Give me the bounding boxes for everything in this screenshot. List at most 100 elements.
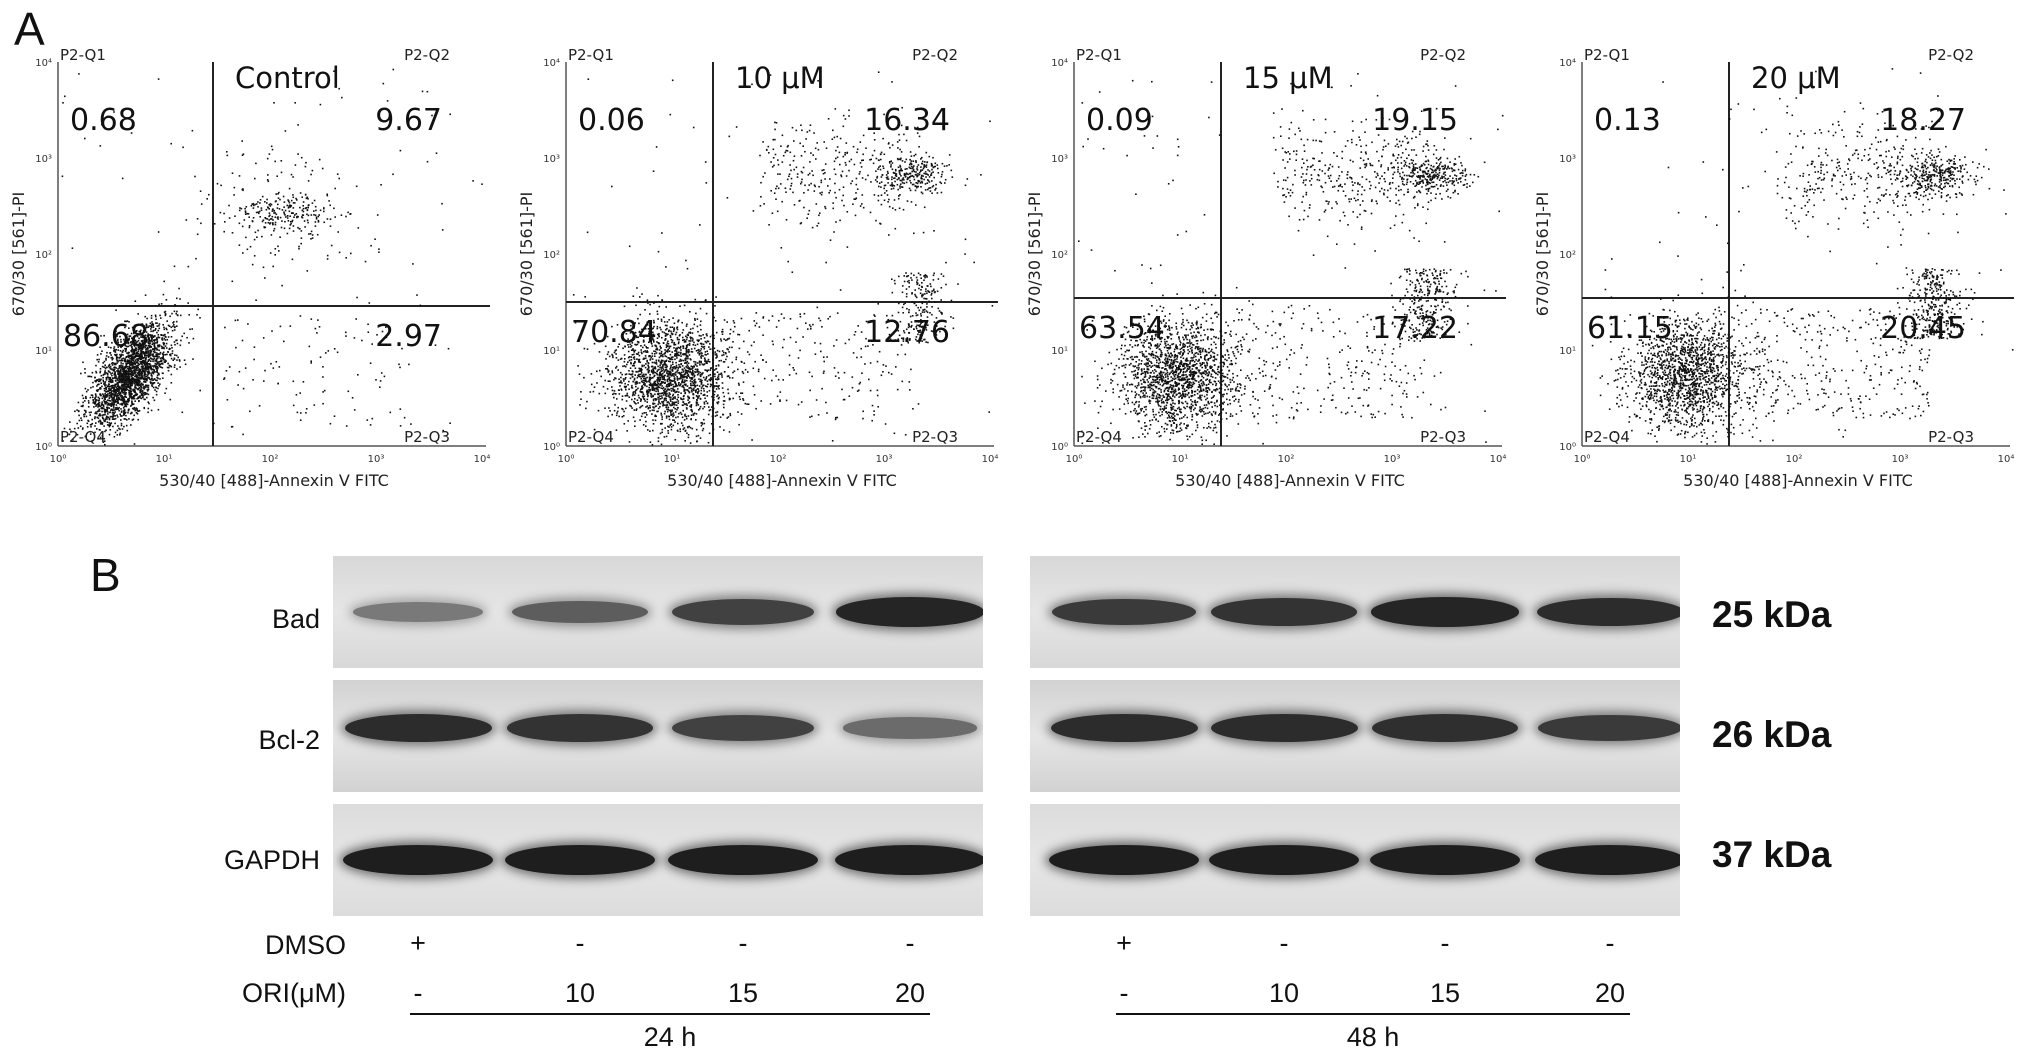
quadrant-percent-q2: 18.27: [1880, 103, 1966, 138]
x-tick-label: 10¹: [664, 454, 681, 465]
quadrant-percent-q3: 12.76: [864, 315, 950, 350]
flow-plot-svg: P2-Q1 P2-Q2 P2-Q4 P2-Q3 0.68 9.67 86.68 2.97 Con…: [9, 46, 490, 490]
quadrant-percent-q1: 0.06: [578, 103, 645, 138]
quadrant-label-q1: P2-Q1: [568, 46, 614, 64]
x-tick-label: 10⁴: [982, 454, 999, 465]
quadrant-label-q3: P2-Q3: [1420, 428, 1466, 446]
band: [1211, 598, 1357, 626]
quadrant-label-q1: P2-Q1: [1584, 46, 1630, 64]
protein-label-bad: Bad: [271, 604, 320, 634]
y-tick-label: 10⁴: [35, 58, 52, 69]
band: [668, 845, 818, 875]
band: [1049, 845, 1199, 875]
condition-label: Control: [235, 61, 340, 95]
dmso-value: -: [1279, 928, 1289, 958]
event-dots: [1591, 68, 2014, 445]
y-tick-label: 10⁰: [1559, 442, 1576, 453]
kda-label-bad: 25 kDa: [1712, 594, 1832, 635]
band: [352, 602, 484, 622]
x-tick-label: 10¹: [1680, 454, 1697, 465]
dmso-value: -: [575, 928, 585, 958]
flow-plot-svg: P2-Q1 P2-Q2 P2-Q4 P2-Q3 0.13 18.27 61.15 20.45 2…: [1533, 46, 2014, 490]
quadrant-percent-q2: 9.67: [375, 103, 442, 138]
flow-plot-svg: P2-Q1 P2-Q2 P2-Q4 P2-Q3 0.06 16.34 70.84 12.76 1…: [517, 46, 999, 490]
quadrant-label-q3: P2-Q3: [912, 428, 958, 446]
event-dots: [572, 71, 994, 446]
quadrant-percent-q4: 70.84: [571, 315, 657, 350]
ori-value: 10: [564, 978, 596, 1008]
band: [1535, 845, 1680, 875]
x-tick-label: 10⁴: [1490, 454, 1507, 465]
dmso-value: -: [738, 928, 748, 958]
band: [1536, 597, 1680, 627]
group-underline: [1116, 1013, 1630, 1015]
band: [1050, 713, 1198, 743]
y-tick-label: 10⁴: [543, 58, 560, 69]
flow-plot-3: P2-Q1 P2-Q2 P2-Q4 P2-Q3 0.09 19.15 63.54 17.22 1…: [1016, 0, 1512, 500]
band: [507, 714, 653, 742]
ori-value: 20: [1594, 978, 1626, 1008]
y-tick-label: 10⁴: [1559, 58, 1576, 69]
ori-value: 15: [1429, 978, 1461, 1008]
quadrant-percent-q4: 63.54: [1079, 311, 1165, 346]
blot-gapdh-48h: [1030, 804, 1680, 916]
flow-plot-4: P2-Q1 P2-Q2 P2-Q4 P2-Q3 0.13 18.27 61.15 20.45 2…: [1524, 0, 2020, 500]
x-tick-label: 10¹: [1172, 454, 1189, 465]
band: [671, 599, 815, 625]
blot-bcl2-24h: [333, 680, 983, 792]
quadrant-percent-q1: 0.13: [1594, 103, 1661, 138]
y-tick-label: 10¹: [543, 346, 560, 357]
protein-label-gapdh: GAPDH: [223, 845, 320, 875]
quadrant-label-q2: P2-Q2: [912, 46, 958, 64]
panel-b-letter: B: [90, 549, 121, 601]
x-tick-label: 10³: [368, 454, 385, 465]
flow-plot-1: P2-Q1 P2-Q2 P2-Q4 P2-Q3 0.68 9.67 86.68 2.97 Con…: [0, 0, 496, 500]
dmso-value: -: [905, 928, 915, 958]
flow-plot-svg: P2-Q1 P2-Q2 P2-Q4 P2-Q3 0.09 19.15 63.54 17.22 1…: [1025, 46, 1507, 490]
y-axis-label: 670/30 [561]-PI: [1025, 192, 1044, 317]
dmso-value: -: [1440, 928, 1450, 958]
row-label-ori: ORI(μM): [241, 978, 346, 1008]
event-dots: [61, 68, 483, 446]
quadrant-label-q4: P2-Q4: [60, 428, 106, 446]
quadrant-label-q2: P2-Q2: [1420, 46, 1466, 64]
quadrant-percent-q3: 20.45: [1880, 311, 1966, 346]
y-axis-label: 670/30 [561]-PI: [9, 192, 28, 317]
x-tick-label: 10²: [262, 454, 279, 465]
quadrant-percent-q4: 61.15: [1587, 311, 1673, 346]
condition-label: 15 μM: [1243, 61, 1333, 95]
quadrant-label-q1: P2-Q1: [60, 46, 106, 64]
flow-plot-2: P2-Q1 P2-Q2 P2-Q4 P2-Q3 0.06 16.34 70.84 12.76 1…: [508, 0, 1004, 500]
quadrant-label-q2: P2-Q2: [1928, 46, 1974, 64]
y-tick-label: 10⁴: [1051, 58, 1068, 69]
quadrant-label-q4: P2-Q4: [1076, 428, 1122, 446]
quadrant-percent-q1: 0.68: [70, 103, 137, 138]
x-tick-label: 10⁰: [1066, 454, 1083, 465]
dmso-value: -: [1605, 928, 1615, 958]
band: [343, 845, 493, 875]
y-tick-label: 10⁰: [1051, 442, 1068, 453]
y-tick-label: 10³: [1559, 154, 1576, 165]
band: [344, 713, 492, 743]
group-underline: [410, 1013, 930, 1015]
quadrant-percent-q2: 16.34: [864, 103, 950, 138]
time-label: 24 h: [643, 1022, 697, 1052]
protein-label-bcl2: Bcl-2: [258, 725, 320, 755]
band: [1370, 845, 1520, 875]
y-tick-label: 10²: [35, 250, 52, 261]
x-tick-label: 10²: [1278, 454, 1295, 465]
x-axis-label: 530/40 [488]-Annexin V FITC: [1683, 471, 1913, 490]
ori-value: 20: [894, 978, 926, 1008]
x-tick-label: 10⁰: [50, 454, 67, 465]
y-tick-label: 10⁰: [543, 442, 560, 453]
dmso-value: +: [410, 928, 426, 958]
panel-a-letter: A: [14, 3, 45, 55]
x-tick-label: 10⁰: [558, 454, 575, 465]
quadrant-percent-q3: 2.97: [375, 319, 442, 354]
y-tick-label: 10²: [543, 250, 560, 261]
x-tick-label: 10²: [770, 454, 787, 465]
y-tick-label: 10¹: [1559, 346, 1576, 357]
x-tick-label: 10³: [1384, 454, 1401, 465]
quadrant-label-q1: P2-Q1: [1076, 46, 1122, 64]
quadrant-label-q4: P2-Q4: [1584, 428, 1630, 446]
